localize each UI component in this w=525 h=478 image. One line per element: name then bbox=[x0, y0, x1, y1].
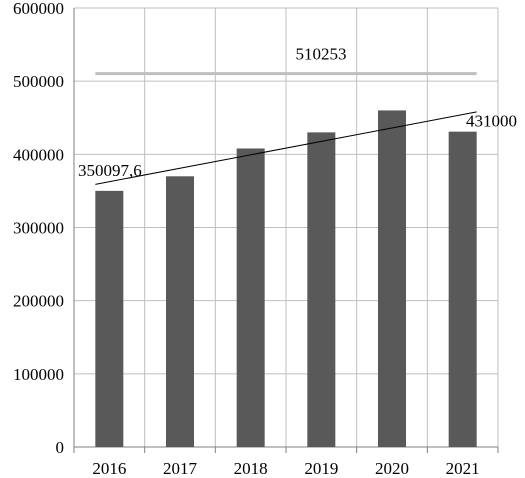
y-tick-label: 400000 bbox=[13, 145, 64, 164]
data-label-2016: 350097,6 bbox=[78, 161, 142, 180]
data-labels: 510253 350097,6 431000 bbox=[78, 45, 517, 180]
bar-2020 bbox=[378, 110, 406, 447]
data-label-2021: 431000 bbox=[466, 112, 517, 131]
x-axis-tick-labels: 2016 2017 2018 2019 2020 2021 bbox=[92, 459, 479, 478]
y-axis-tick-labels: 0 100000 200000 300000 400000 500000 600000 bbox=[13, 0, 64, 457]
y-tick-label: 500000 bbox=[13, 72, 64, 91]
x-tick-label: 2020 bbox=[375, 459, 409, 478]
bar-2021 bbox=[448, 131, 477, 447]
y-tick-label: 600000 bbox=[13, 0, 64, 18]
y-tick-label: 200000 bbox=[13, 292, 64, 311]
trend-line bbox=[95, 111, 477, 185]
x-tick-label: 2018 bbox=[234, 459, 268, 478]
y-tick-label: 100000 bbox=[13, 365, 64, 384]
bar-2019 bbox=[307, 132, 336, 447]
bar-2018 bbox=[236, 148, 265, 448]
x-tick-label: 2021 bbox=[446, 459, 480, 478]
bar-2016 bbox=[95, 190, 124, 447]
y-tick-label: 300000 bbox=[13, 219, 64, 238]
x-tick-label: 2017 bbox=[163, 459, 198, 478]
reference-line-label: 510253 bbox=[296, 45, 347, 64]
grid-lines bbox=[73, 7, 499, 453]
x-tick-label: 2016 bbox=[92, 459, 126, 478]
x-tick-label: 2019 bbox=[304, 459, 338, 478]
y-tick-label: 0 bbox=[56, 438, 65, 457]
bars bbox=[95, 110, 477, 448]
bar-2017 bbox=[166, 176, 194, 448]
overlay-lines bbox=[95, 72, 477, 185]
